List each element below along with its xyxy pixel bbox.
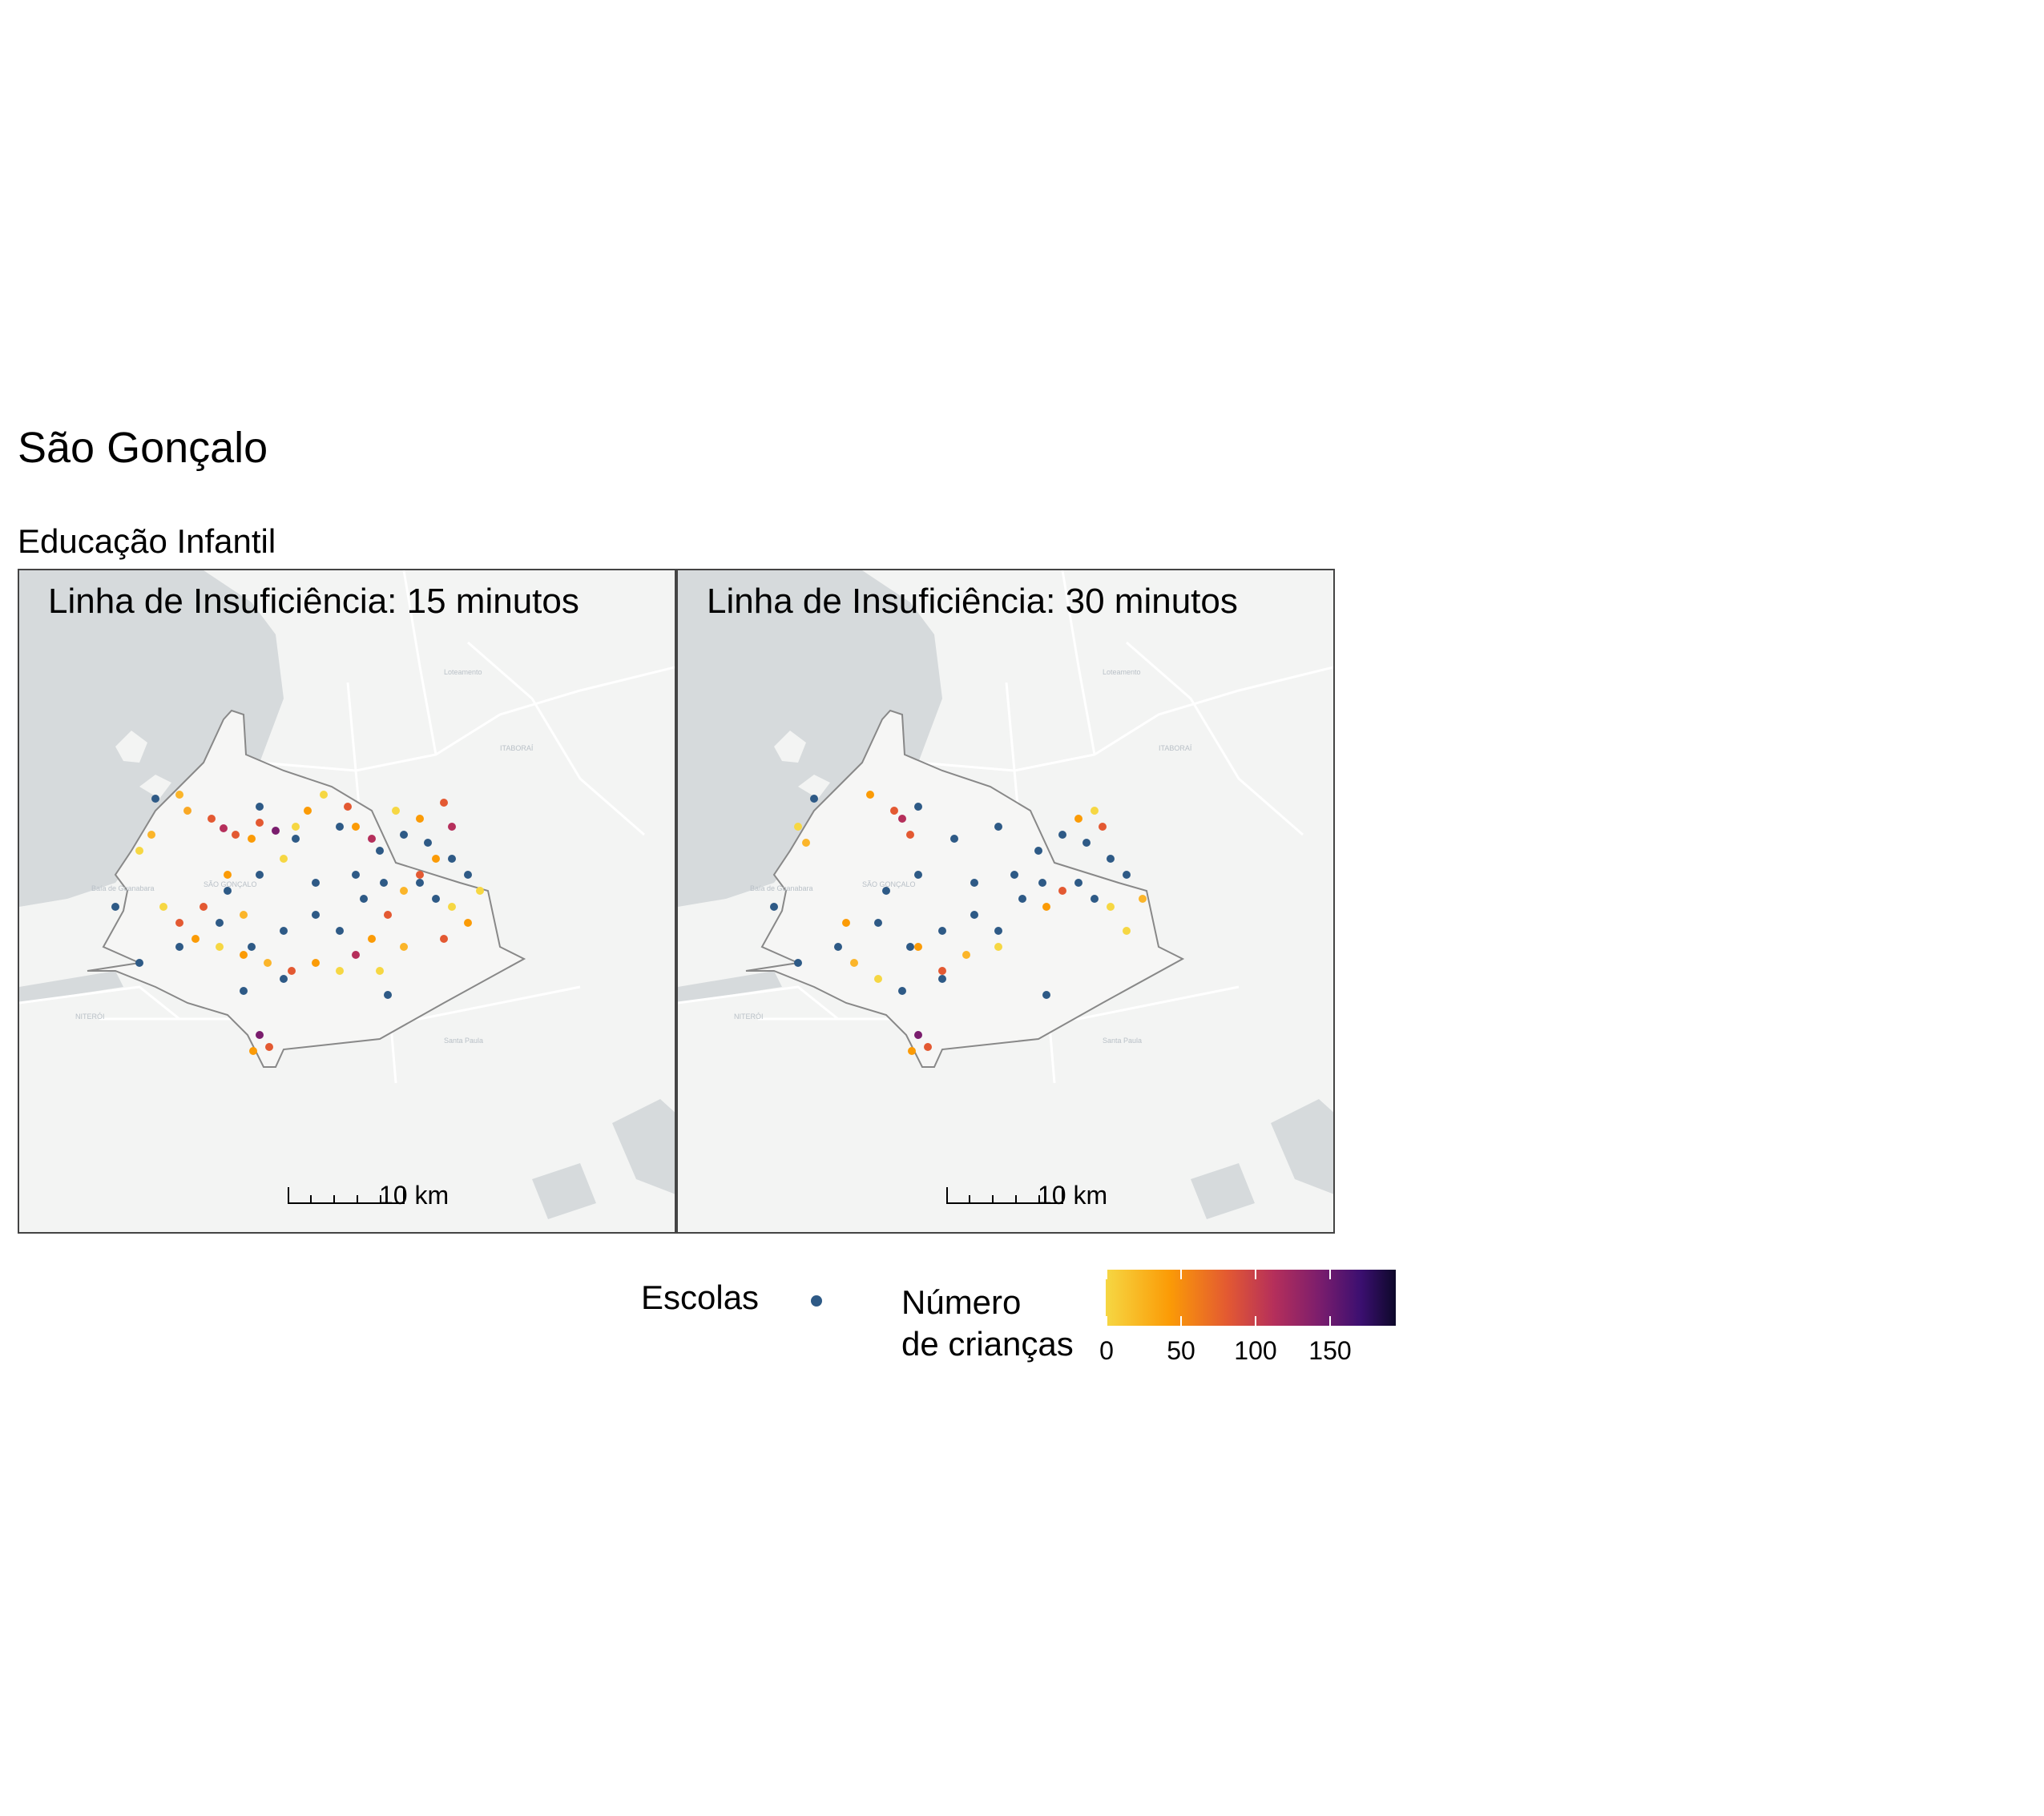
svg-text:Loteamento: Loteamento: [1103, 668, 1141, 676]
scale-label-30min: 10 km: [1038, 1181, 1108, 1210]
legend-colorbar: [1106, 1270, 1396, 1326]
hexagon-cells-30min: [794, 791, 1147, 1055]
colorbar-tick-150: [1329, 1270, 1331, 1279]
colorbar-tick-0-bottom: [1106, 1316, 1107, 1326]
map-panel-15min: Loteamento ITABORAÍ SÃO GONÇALO NITERÓI …: [18, 569, 676, 1234]
colorbar-tick-100-bottom: [1255, 1316, 1256, 1326]
legend-children-title: Número de crianças: [901, 1282, 1074, 1365]
svg-text:SÃO GONÇALO: SÃO GONÇALO: [204, 880, 257, 888]
legend-children-title-line1: Número: [901, 1283, 1022, 1321]
colorbar-label-150: 150: [1308, 1336, 1352, 1365]
colorbar-tick-100: [1255, 1270, 1256, 1279]
scale-bar-30min: [946, 1187, 1063, 1204]
svg-text:ITABORAÍ: ITABORAÍ: [1159, 744, 1192, 752]
colorbar-label-50: 50: [1167, 1336, 1195, 1365]
svg-text:ITABORAÍ: ITABORAÍ: [500, 744, 534, 752]
basemap-15min: Loteamento ITABORAÍ SÃO GONÇALO NITERÓI …: [19, 570, 675, 1232]
svg-text:Loteamento: Loteamento: [444, 668, 482, 676]
svg-text:SÃO GONÇALO: SÃO GONÇALO: [862, 880, 916, 888]
hexagon-cells-15min: [135, 791, 484, 1055]
panel-title-30min: Linha de Insuficiência: 30 minutos: [707, 582, 1238, 621]
colorbar-tick-0: [1106, 1270, 1107, 1279]
panel-title-15min: Linha de Insuficiência: 15 minutos: [48, 582, 579, 621]
colorbar-label-100: 100: [1234, 1336, 1277, 1365]
svg-text:Baía de Guanabara: Baía de Guanabara: [750, 884, 813, 892]
colorbar-tick-150-bottom: [1329, 1316, 1331, 1326]
legend-children-title-line2: de crianças: [901, 1325, 1074, 1363]
colorbar-tick-50: [1180, 1270, 1182, 1279]
svg-text:NITERÓI: NITERÓI: [734, 1013, 764, 1021]
legend-schools-label: Escolas: [641, 1278, 760, 1316]
map-panel-30min: Loteamento ITABORAÍ SÃO GONÇALO NITERÓI …: [676, 569, 1335, 1234]
colorbar-label-0: 0: [1099, 1336, 1114, 1365]
scale-label-15min: 10 km: [379, 1181, 450, 1210]
svg-text:Baía de Guanabara: Baía de Guanabara: [91, 884, 155, 892]
school-points-30min: [770, 795, 1131, 999]
legend-school-dot-icon: [811, 1295, 822, 1307]
school-points-15min: [111, 795, 472, 999]
svg-text:Santa Paula: Santa Paula: [444, 1037, 483, 1045]
scale-bar-15min: [288, 1187, 405, 1204]
map-subtitle: Educação Infantil: [18, 522, 276, 560]
map-title: São Gonçalo: [18, 424, 268, 472]
svg-text:Santa Paula: Santa Paula: [1103, 1037, 1142, 1045]
basemap-30min: Loteamento ITABORAÍ SÃO GONÇALO NITERÓI …: [678, 570, 1333, 1232]
colorbar-tick-50-bottom: [1180, 1316, 1182, 1326]
svg-text:NITERÓI: NITERÓI: [75, 1013, 105, 1021]
